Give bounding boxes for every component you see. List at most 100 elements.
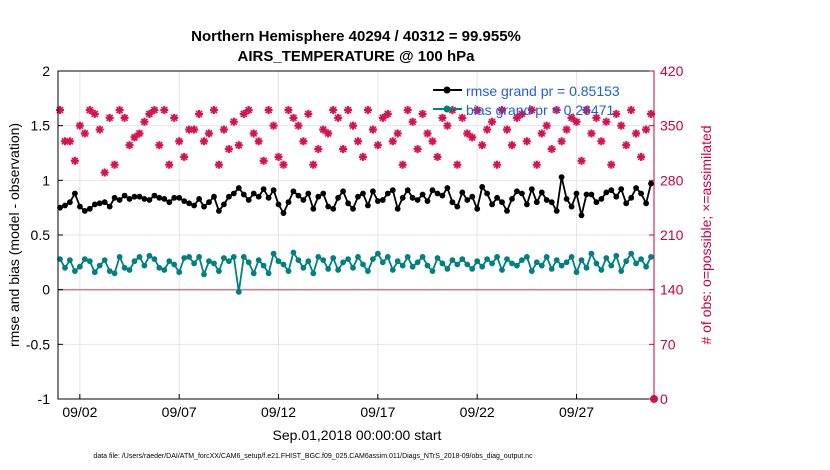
obs-mark-d2 — [642, 126, 650, 134]
rmse-point — [454, 203, 461, 210]
bias-point — [499, 267, 505, 273]
bias-point — [409, 263, 416, 270]
bias-point — [240, 254, 247, 260]
obs-mark-d2 — [279, 161, 288, 169]
obs-mark-d2 — [354, 137, 362, 145]
obs-mark-d2 — [274, 153, 283, 161]
bias-point — [474, 258, 481, 265]
bias-point — [101, 257, 108, 263]
rmse-point — [469, 193, 476, 200]
bias-point — [156, 264, 163, 271]
obs-possible-point — [542, 121, 551, 130]
obs-mark-d2 — [632, 129, 640, 138]
obs-mark-d2 — [329, 106, 337, 114]
y-right-tick-label: 140 — [660, 282, 684, 298]
bias-point — [414, 259, 421, 266]
obs-mark-d2 — [602, 118, 610, 126]
obs-mark-d2 — [617, 122, 625, 130]
bias-point — [260, 262, 267, 269]
rmse-point — [384, 190, 391, 197]
obs-mark-d2 — [443, 122, 451, 130]
rmse-point — [146, 197, 153, 203]
x-axis-label: Sep.01,2018 00:00:00 start — [273, 427, 442, 443]
bias-point — [265, 270, 272, 277]
bias-point — [389, 267, 396, 273]
obs-possible-point — [368, 125, 377, 134]
rmse-point — [638, 190, 644, 197]
series-lines — [57, 174, 654, 295]
bias-point — [394, 258, 401, 265]
bias-point — [509, 260, 515, 267]
rmse-point — [474, 205, 481, 212]
obs-mark-d2 — [175, 137, 183, 145]
y-axis-right-label: # of obs: o=possible; ×=assimilated — [698, 125, 714, 344]
obs-possible-point — [90, 109, 99, 118]
rmse-point — [355, 193, 361, 200]
obs-mark-d2 — [265, 106, 273, 114]
rmse-point — [613, 193, 620, 200]
obs-mark-d2 — [543, 122, 551, 130]
obs-mark-d2 — [324, 129, 332, 138]
obs-mark-d2 — [269, 122, 278, 130]
bias-point — [454, 261, 461, 268]
obs-mark-d2 — [453, 161, 461, 169]
obs-possible-point — [473, 106, 482, 115]
rmse-point — [136, 193, 143, 200]
x-tick-label: 09/02 — [62, 404, 97, 420]
obs-possible-point — [314, 145, 323, 154]
obs-mark-d2 — [463, 129, 471, 138]
obs-possible-point — [105, 113, 114, 122]
bias-point — [211, 260, 217, 267]
obs-mark-d2 — [582, 106, 591, 114]
rmse-point — [394, 205, 401, 212]
obs-mark-d2 — [205, 129, 213, 138]
obs-mark-d2 — [289, 114, 297, 122]
y-axis-ticks: 2 1.5 1 0.5 0 -0.5 -1 — [26, 63, 63, 407]
obs-possible-point — [120, 113, 129, 122]
bias-point — [379, 259, 386, 266]
data-file-caption: data file: /Users/raeder/DAI/ATM_forcXX/… — [93, 453, 533, 460]
obs-possible-point — [373, 141, 382, 150]
obs-mark-d2 — [349, 122, 357, 130]
bias-point — [196, 254, 203, 260]
obs-possible-point — [349, 121, 358, 130]
obs-possible-point — [80, 129, 89, 138]
obs-mark-d2 — [433, 153, 442, 161]
obs-mark-d2 — [66, 137, 74, 145]
rmse-point — [285, 199, 292, 206]
bias-point — [568, 254, 575, 260]
bias-point — [330, 255, 337, 261]
bias-point — [230, 254, 237, 260]
y-axis-label: rmse and bias (model - observation) — [6, 123, 22, 347]
obs-possible-point — [642, 125, 651, 134]
bias-point — [181, 255, 188, 261]
bias-point — [553, 257, 560, 263]
obs-mark-d2 — [607, 161, 615, 169]
bias-point — [320, 257, 327, 263]
obs-mark-d2 — [423, 129, 432, 138]
obs-mark-d2 — [170, 114, 178, 122]
bias-point — [176, 269, 183, 276]
obs-possible-point — [428, 137, 437, 146]
obs-possible-point — [408, 117, 417, 126]
obs-possible-point — [214, 160, 223, 169]
y-right-tick-label: 210 — [660, 227, 684, 243]
obs-possible-point — [65, 137, 74, 146]
rmse-point — [275, 201, 282, 208]
bias-point — [613, 252, 620, 259]
rmse-point — [583, 191, 590, 198]
y-tick-label: 1.5 — [31, 118, 51, 134]
y-tick-label: 0.5 — [31, 227, 51, 243]
rmse-point — [290, 188, 297, 195]
bias-point — [300, 264, 307, 271]
obs-possible-point — [562, 125, 571, 134]
obs-mark-d2 — [309, 161, 317, 169]
rmse-point — [191, 202, 198, 209]
bias-point — [583, 264, 590, 271]
rmse-point — [409, 194, 416, 201]
rmse-point — [608, 187, 615, 194]
bias-point — [67, 257, 73, 263]
obs-possible-point — [607, 160, 616, 169]
obs-mark-d2 — [284, 106, 293, 114]
obs-possible-point — [165, 160, 174, 169]
